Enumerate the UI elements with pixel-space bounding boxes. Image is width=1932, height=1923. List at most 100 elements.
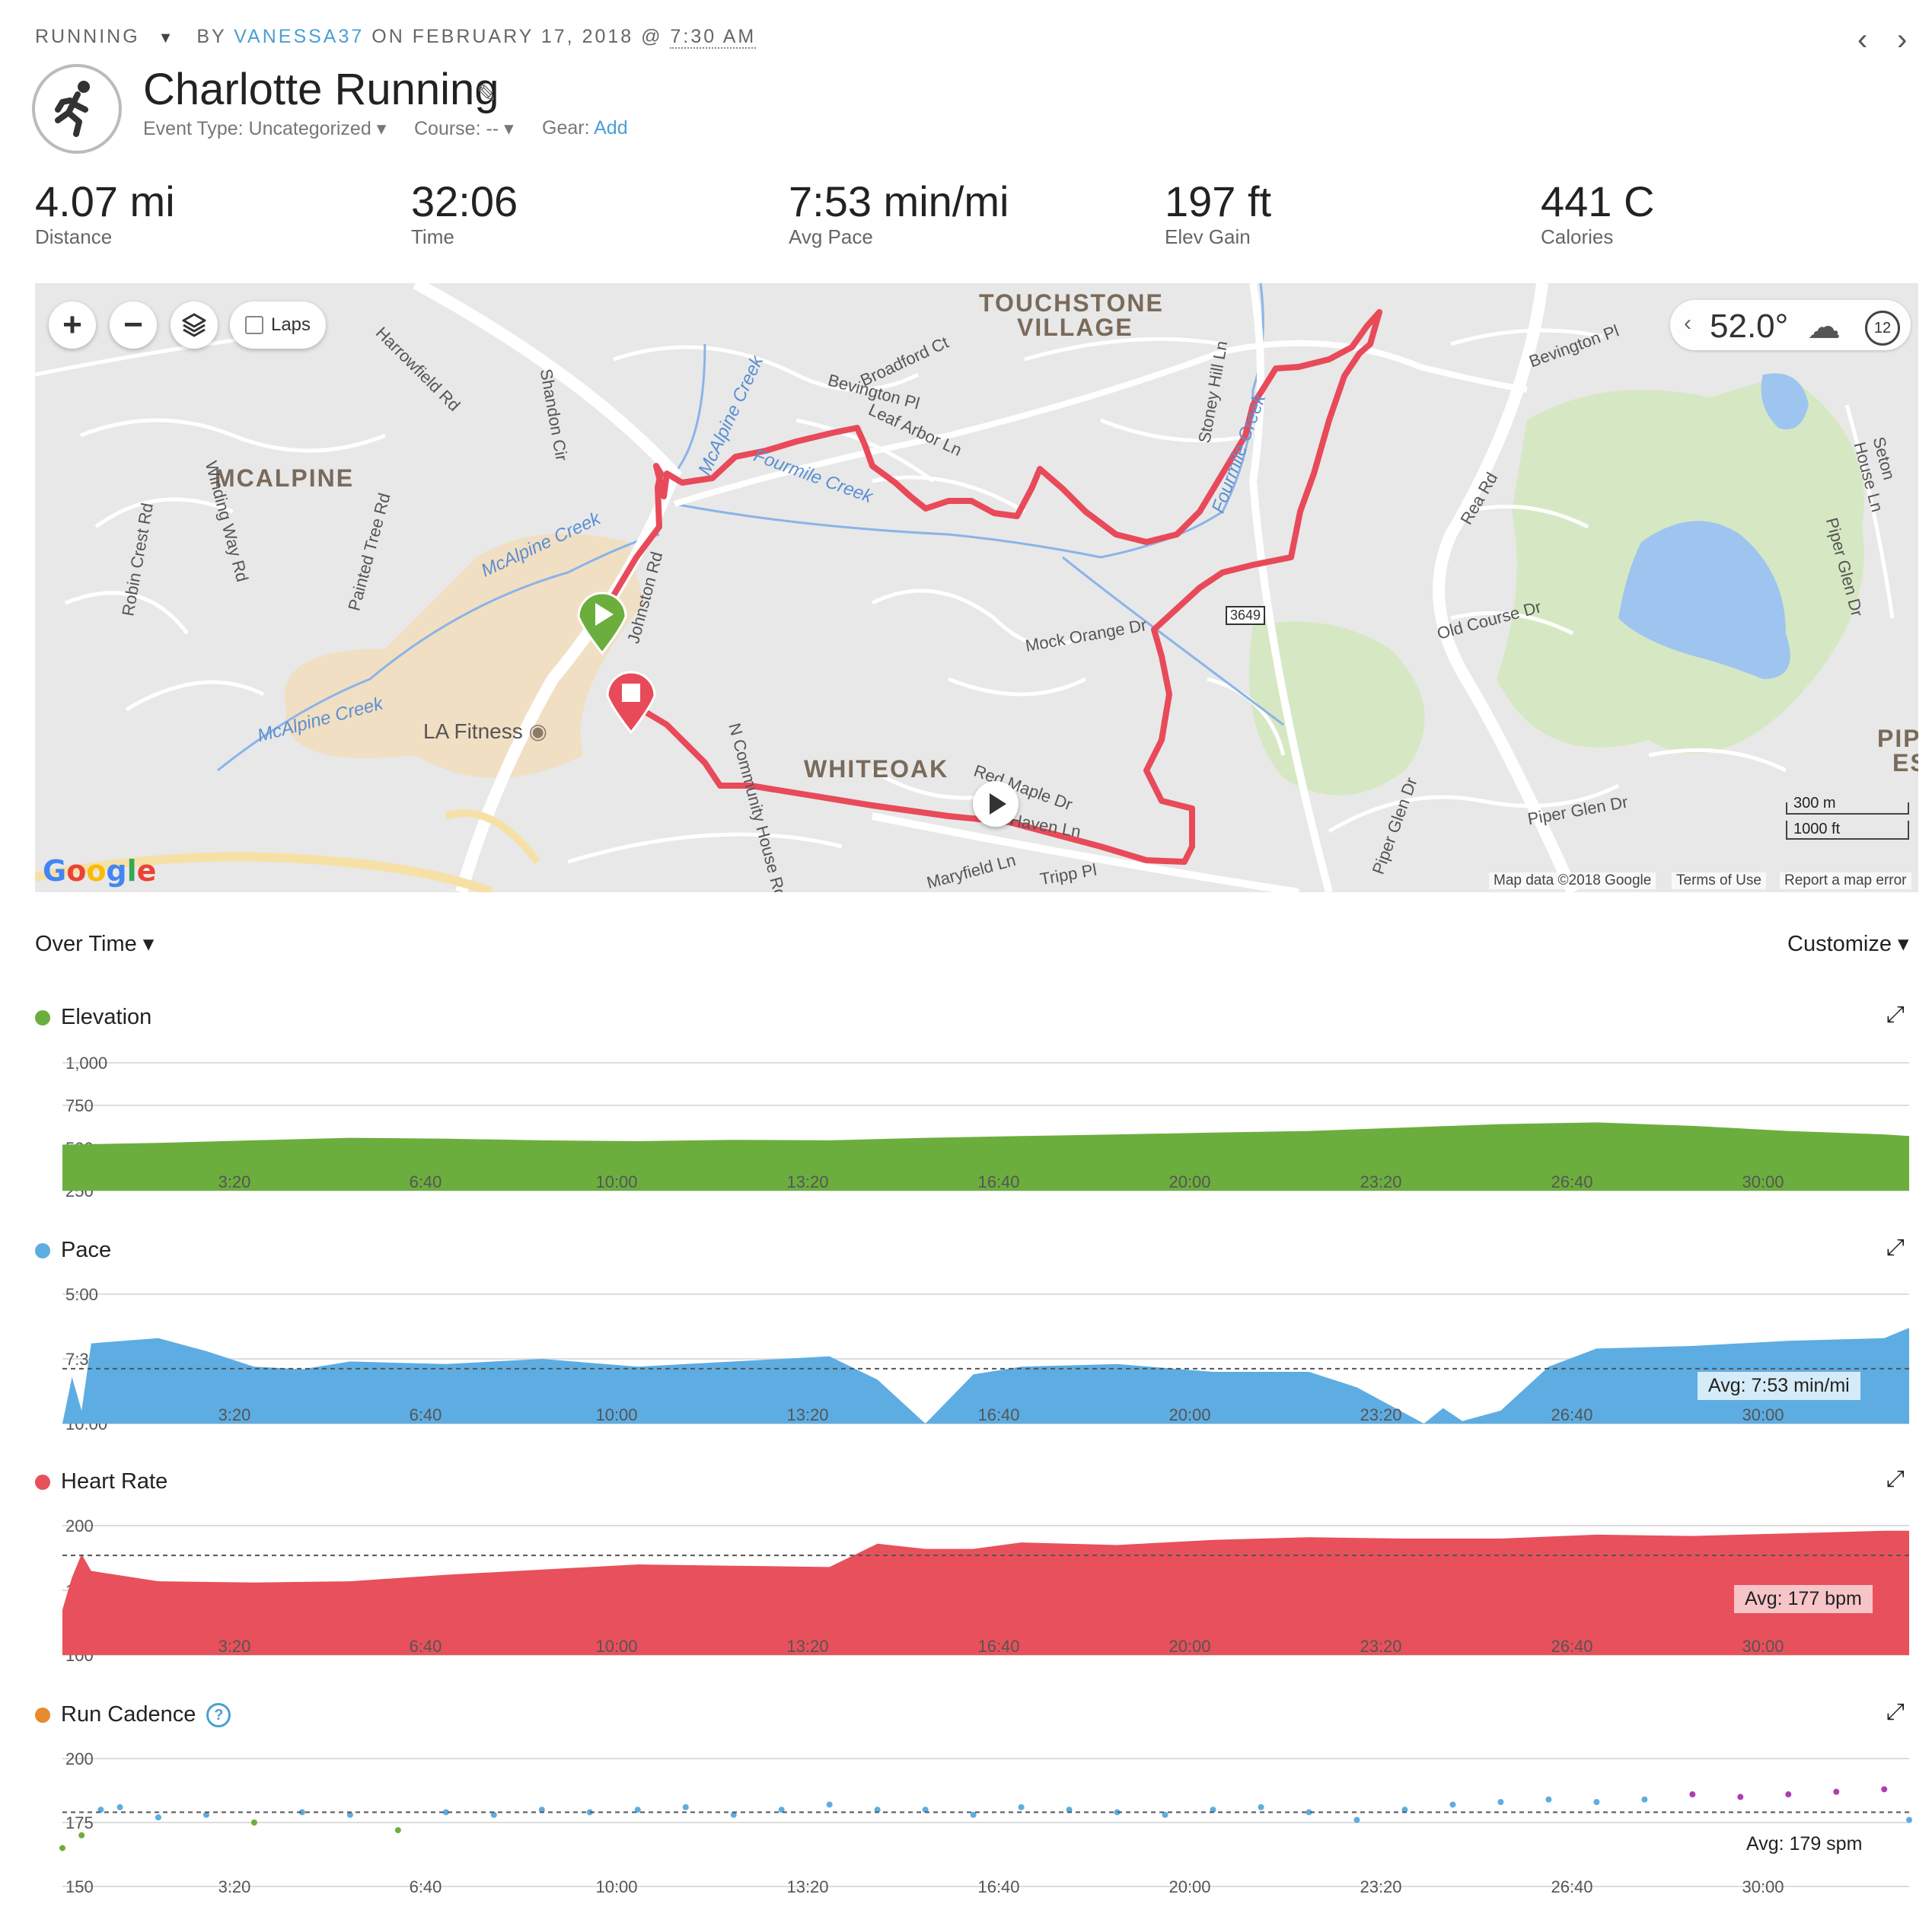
x-tick-label: 26:40: [1551, 1172, 1592, 1191]
x-tick-label: 26:40: [1551, 1877, 1592, 1894]
chevron-right-icon[interactable]: ›: [1897, 23, 1908, 56]
report-error-link[interactable]: Report a map error: [1780, 872, 1911, 889]
cadence-point: [1018, 1803, 1025, 1810]
map-label-la-fitness[interactable]: LA Fitness ◉: [423, 719, 547, 743]
chart-title-text: Elevation: [61, 1005, 152, 1029]
stat-pace-value: 7:53 min/mi: [789, 177, 1009, 225]
username-link[interactable]: VANESSA37: [234, 26, 365, 47]
cadence-point: [1785, 1791, 1792, 1798]
laps-checkbox[interactable]: [244, 316, 263, 334]
chart-title-text: Heart Rate: [61, 1469, 168, 1494]
chart-title-text: Run Cadence: [61, 1702, 196, 1727]
y-tick-label: 150: [65, 1877, 94, 1894]
x-tick-label: 10:00: [595, 1172, 637, 1191]
zoom-in-button[interactable]: +: [49, 301, 96, 349]
legend-dot: [35, 1009, 50, 1025]
finish-marker-icon[interactable]: [604, 667, 658, 735]
cadence-point: [97, 1807, 104, 1813]
cadence-point: [59, 1845, 65, 1851]
cadence-point: [1066, 1807, 1073, 1813]
cadence-point: [730, 1811, 737, 1818]
cadence-point: [78, 1832, 85, 1838]
expand-icon[interactable]: ⤢: [1886, 1235, 1905, 1260]
cadence-point: [394, 1827, 401, 1834]
cadence-point: [1545, 1796, 1552, 1803]
stat-distance-label: Distance: [35, 225, 113, 248]
chevron-left-icon[interactable]: ‹: [1857, 23, 1868, 56]
zoom-out-button[interactable]: −: [110, 301, 157, 349]
chart-title-cadence: Run Cadence?: [35, 1702, 231, 1727]
chart-title-pace: Pace: [35, 1238, 111, 1263]
x-tick-label: 30:00: [1742, 1405, 1784, 1424]
cadence-point: [1833, 1788, 1840, 1795]
x-tick-label: 6:40: [410, 1637, 442, 1656]
x-tick-label: 10:00: [595, 1637, 637, 1656]
elevation-area: [62, 1122, 1909, 1191]
x-tick-label: 23:20: [1360, 1172, 1401, 1191]
chart-heart-rate: 2001501003:206:4010:0013:2016:4020:0023:…: [62, 1518, 1909, 1663]
expand-icon[interactable]: ⤢: [1886, 1466, 1905, 1491]
terms-link[interactable]: Terms of Use: [1672, 872, 1766, 889]
cadence-point: [1881, 1786, 1888, 1793]
weather-widget[interactable]: ‹ 52.0° ☁ 12: [1670, 300, 1911, 350]
cadence-point: [1258, 1803, 1264, 1810]
caret-down-icon[interactable]: ▼: [158, 30, 176, 46]
cadence-point: [442, 1809, 449, 1816]
map-label-mcalpine: MCALPINE: [215, 464, 355, 492]
cadence-point: [970, 1811, 977, 1818]
temperature: 52.0°: [1710, 308, 1789, 345]
expand-icon[interactable]: ⤢: [1886, 1699, 1905, 1724]
laps-toggle[interactable]: Laps: [230, 301, 326, 349]
pencil-icon[interactable]: ✎: [477, 80, 497, 107]
cloud-icon: ☁: [1807, 308, 1841, 346]
x-tick-label: 30:00: [1742, 1637, 1784, 1656]
customize-dropdown[interactable]: Customize ▾: [1787, 932, 1909, 956]
start-time[interactable]: 7:30 AM: [670, 26, 757, 49]
map-scale: 300 m 1000 ft: [1786, 796, 1909, 840]
stat-time-value: 32:06: [411, 177, 518, 225]
chart-elevation: 1,0007505002503:206:4010:0013:2016:4020:…: [62, 1055, 1909, 1198]
y-tick-label: 175: [65, 1813, 94, 1832]
activity-type[interactable]: RUNNING: [35, 26, 140, 47]
activity-breadcrumb: RUNNING ▼ BY VANESSA37 ON FEBRUARY 17, 2…: [35, 26, 757, 49]
playback-button[interactable]: [973, 781, 1019, 827]
event-type-selector[interactable]: Event Type: Uncategorized ▾: [143, 118, 387, 139]
gear-add-link[interactable]: Add: [594, 117, 628, 139]
expand-icon[interactable]: ⤢: [1886, 1002, 1905, 1027]
average-label: Avg: 177 bpm: [1734, 1585, 1873, 1613]
y-tick-label: 1,000: [65, 1055, 107, 1073]
date-label: ON FEBRUARY 17, 2018 @: [371, 26, 663, 47]
x-tick-label: 6:40: [410, 1877, 442, 1894]
by-label: BY: [196, 26, 227, 47]
x-tick-label: 16:40: [977, 1877, 1019, 1894]
route-map[interactable]: TOUCHSTONE VILLAGE MCALPINE WHITEOAK LA …: [35, 283, 1918, 892]
y-tick-label: 750: [65, 1096, 94, 1115]
legend-dot: [35, 1242, 50, 1258]
over-time-dropdown[interactable]: Over Time ▾: [35, 932, 155, 956]
y-tick-label: 200: [65, 1518, 94, 1536]
route-line: [595, 309, 1382, 865]
cadence-point: [1593, 1799, 1600, 1806]
cadence-point: [1641, 1796, 1648, 1803]
help-icon[interactable]: ?: [206, 1702, 231, 1727]
course-selector[interactable]: Course: -- ▾: [414, 118, 514, 139]
start-marker-icon[interactable]: [575, 588, 629, 656]
map-label-es: ES: [1892, 749, 1918, 777]
cadence-point: [1497, 1799, 1504, 1806]
chart-pace: 5:007:3010:003:206:4010:0013:2016:4020:0…: [62, 1287, 1909, 1431]
cadence-point: [346, 1811, 353, 1818]
map-label-touchstone: TOUCHSTONE: [979, 289, 1164, 317]
x-tick-label: 23:20: [1360, 1405, 1401, 1424]
laps-label: Laps: [270, 314, 311, 335]
legend-dot: [35, 1707, 50, 1723]
cadence-point: [586, 1809, 593, 1816]
stat-distance-value: 4.07 mi: [35, 177, 175, 225]
google-logo: Google: [43, 854, 157, 888]
chevron-left-icon[interactable]: ‹: [1684, 311, 1691, 336]
cadence-point: [490, 1811, 497, 1818]
layers-button[interactable]: [171, 301, 218, 349]
heart-rate-area: [62, 1530, 1909, 1655]
x-tick-label: 10:00: [595, 1405, 637, 1424]
chart-title-heart-rate: Heart Rate: [35, 1469, 167, 1494]
activity-title: Charlotte Running: [143, 65, 499, 114]
